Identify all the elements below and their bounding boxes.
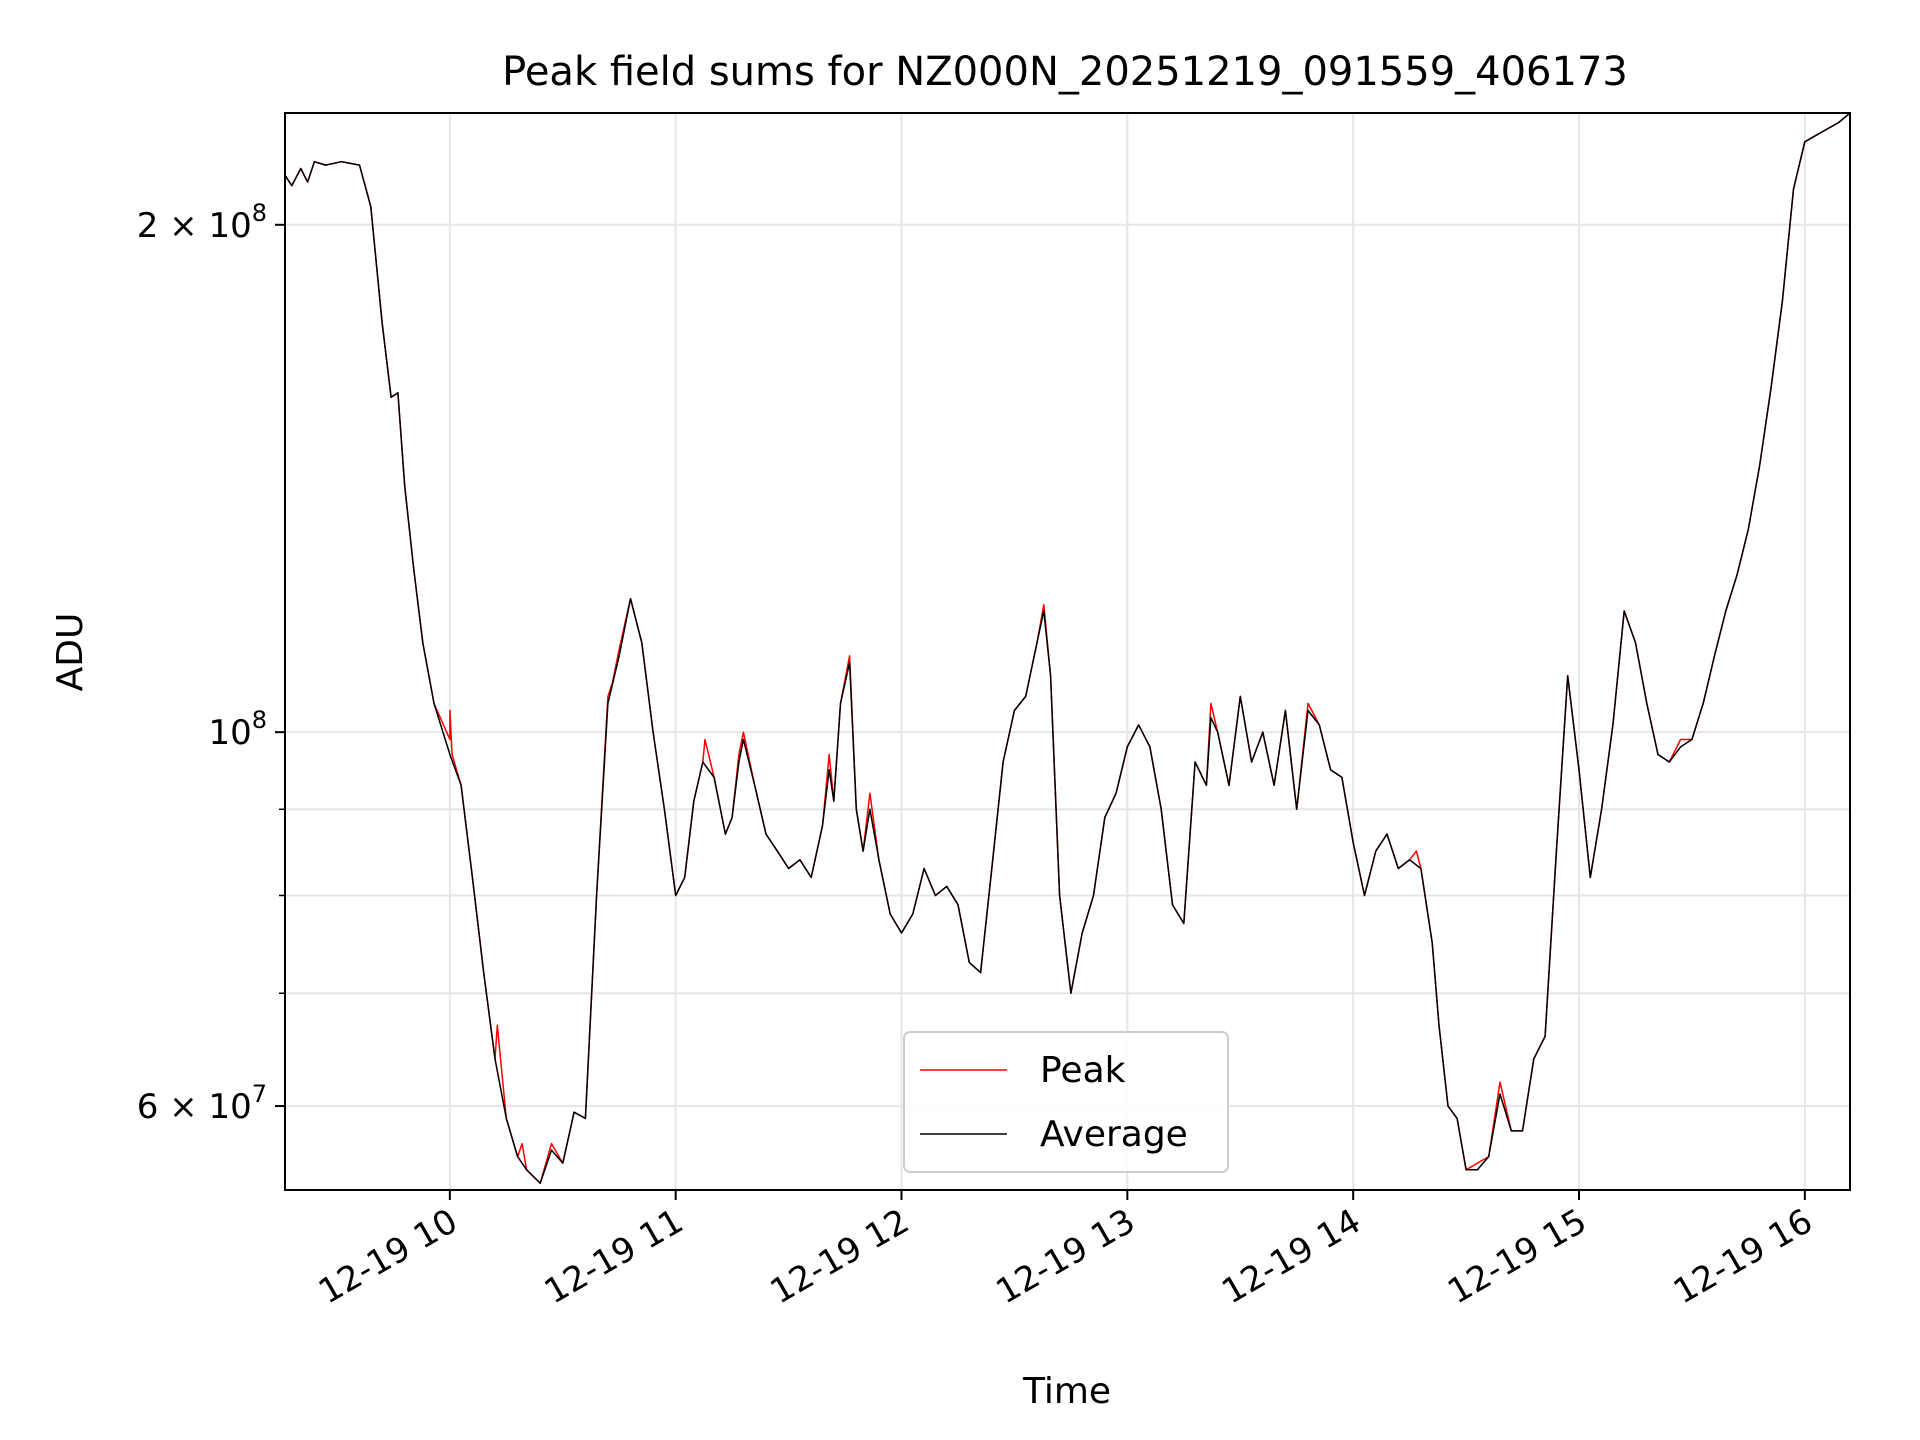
y-tick-base: 2 × 10	[137, 206, 252, 246]
legend: Peak Average	[903, 1031, 1229, 1173]
grid	[285, 113, 1850, 1190]
series-layer	[284, 112, 1851, 1184]
legend-box	[903, 1031, 1229, 1173]
y-tick-label: 6 × 107	[137, 1080, 267, 1127]
series-line-average	[284, 112, 1851, 1184]
y-tick-exponent: 8	[252, 706, 267, 734]
legend-label-average: Average	[1040, 1114, 1188, 1155]
plot-frame	[284, 112, 1851, 1191]
chart-title: Peak field sums for NZ000N_20251219_0915…	[502, 49, 1628, 95]
y-tick-label: 108	[208, 706, 267, 753]
x-axis-label: Time	[1022, 1371, 1111, 1412]
y-tick-exponent: 8	[252, 199, 267, 227]
y-tick-base: 6 × 10	[137, 1087, 252, 1127]
legend-label-peak: Peak	[1040, 1050, 1126, 1091]
y-tick-exponent: 7	[252, 1080, 267, 1108]
y-tick-base: 10	[208, 713, 251, 753]
y-tick-label: 2 × 108	[137, 199, 267, 246]
y-axis-label: ADU	[50, 613, 91, 692]
